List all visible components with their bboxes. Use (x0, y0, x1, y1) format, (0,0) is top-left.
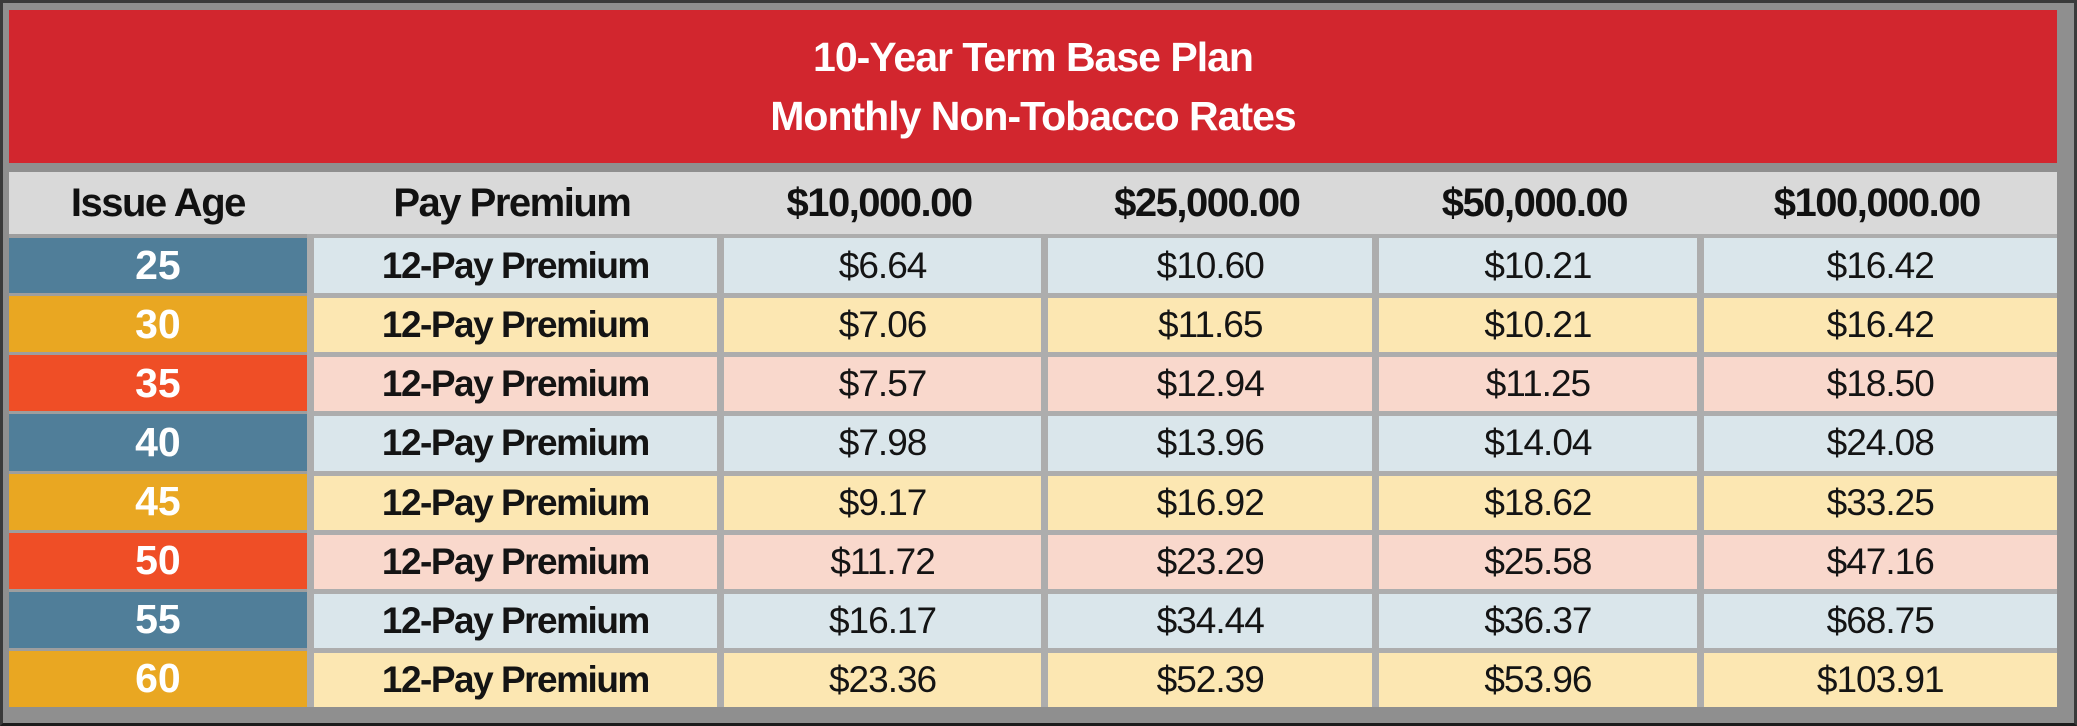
rate-value-cell: $16.42 (1696, 234, 2057, 294)
rate-value-cell: $7.98 (716, 411, 1042, 471)
rate-value-cell: $33.25 (1696, 470, 2057, 530)
column-header-4: $50,000.00 (1441, 180, 1629, 225)
rate-value-cell: $25.58 (1372, 529, 1697, 589)
rate-value-cell: $34.44 (1041, 588, 1373, 648)
issue-age-cell: 40 (9, 411, 307, 471)
issue-age-cell: 50 (9, 529, 307, 589)
table-header-row: Issue Age Pay Premium $10,000.00 $25,000.00… (9, 172, 2057, 234)
table-body: 25 12-Pay Premium $6.64 $10.60 $10.21 $16.42 3… (9, 234, 2057, 707)
issue-age-cell: 25 (9, 234, 307, 294)
table-row-age-40: 40 12-Pay Premium $7.98 $13.96 $14.04 $24.08 (9, 411, 2057, 471)
table-row-age-35: 35 12-Pay Premium $7.57 $12.94 $11.25 $18.50 (9, 352, 2057, 412)
table-row-age-55: 55 12-Pay Premium $16.17 $34.44 $36.37 $68.75 (9, 588, 2057, 648)
column-header-5: $100,000.00 (1773, 180, 1981, 225)
rate-value-cell: $12.94 (1041, 352, 1373, 412)
pay-premium-cell: 12-Pay Premium (306, 647, 717, 707)
pay-premium-cell: 12-Pay Premium (306, 293, 717, 353)
rate-value-cell: $11.25 (1372, 352, 1697, 412)
title-line-2: Monthly Non-Tobacco Rates (770, 92, 1296, 139)
rate-value-cell: $16.42 (1696, 293, 2057, 353)
pay-premium-cell: 12-Pay Premium (306, 529, 717, 589)
rate-value-cell: $10.21 (1372, 234, 1697, 294)
issue-age-cell: 60 (9, 647, 307, 707)
rate-value-cell: $16.92 (1041, 470, 1373, 530)
table-row-age-45: 45 12-Pay Premium $9.17 $16.92 $18.62 $33.25 (9, 470, 2057, 530)
rate-value-cell: $53.96 (1372, 647, 1697, 707)
rate-value-cell: $16.17 (716, 588, 1042, 648)
rate-value-cell: $10.60 (1041, 234, 1373, 294)
rate-value-cell: $47.16 (1696, 529, 2057, 589)
rate-value-cell: $68.75 (1696, 588, 2057, 648)
table-row-age-60: 60 12-Pay Premium $23.36 $52.39 $53.96 $103.9… (9, 647, 2057, 707)
rate-value-cell: $10.21 (1372, 293, 1697, 353)
rate-value-cell: $18.50 (1696, 352, 2057, 412)
rate-value-cell: $7.57 (716, 352, 1042, 412)
rate-value-cell: $11.72 (716, 529, 1042, 589)
column-header-1: Pay Premium (393, 180, 631, 225)
rate-value-cell: $14.04 (1372, 411, 1697, 471)
rate-table: 10-Year Term Base Plan Monthly Non-Tobac… (9, 10, 2057, 707)
column-header-3: $25,000.00 (1114, 180, 1301, 225)
title-banner: 10-Year Term Base Plan Monthly Non-Tobac… (9, 10, 2057, 163)
column-header-0: Issue Age (70, 180, 246, 225)
rate-value-cell: $24.08 (1696, 411, 2057, 471)
issue-age-cell: 45 (9, 470, 307, 530)
table-row-age-30: 30 12-Pay Premium $7.06 $11.65 $10.21 $16.42 (9, 293, 2057, 353)
rate-value-cell: $23.36 (716, 647, 1042, 707)
rate-value-cell: $52.39 (1041, 647, 1373, 707)
issue-age-cell: 30 (9, 293, 307, 353)
column-header-2: $10,000.00 (786, 180, 973, 225)
rate-value-cell: $23.29 (1041, 529, 1373, 589)
table-row-age-25: 25 12-Pay Premium $6.64 $10.60 $10.21 $16.42 (9, 234, 2057, 294)
rate-value-cell: $6.64 (716, 234, 1042, 294)
rate-value-cell: $11.65 (1041, 293, 1373, 353)
pay-premium-cell: 12-Pay Premium (306, 588, 717, 648)
title-line-1: 10-Year Term Base Plan (813, 34, 1254, 81)
rate-value-cell: $13.96 (1041, 411, 1373, 471)
rate-value-cell: $103.91 (1696, 647, 2057, 707)
pay-premium-cell: 12-Pay Premium (306, 470, 717, 530)
pay-premium-cell: 12-Pay Premium (306, 234, 717, 294)
rate-value-cell: $7.06 (716, 293, 1042, 353)
rate-value-cell: $36.37 (1372, 588, 1697, 648)
rate-value-cell: $9.17 (716, 470, 1042, 530)
pay-premium-cell: 12-Pay Premium (306, 411, 717, 471)
table-row-age-50: 50 12-Pay Premium $11.72 $23.29 $25.58 $47.16 (9, 529, 2057, 589)
pay-premium-cell: 12-Pay Premium (306, 352, 717, 412)
issue-age-cell: 35 (9, 352, 307, 412)
issue-age-cell: 55 (9, 588, 307, 648)
rate-value-cell: $18.62 (1372, 470, 1697, 530)
